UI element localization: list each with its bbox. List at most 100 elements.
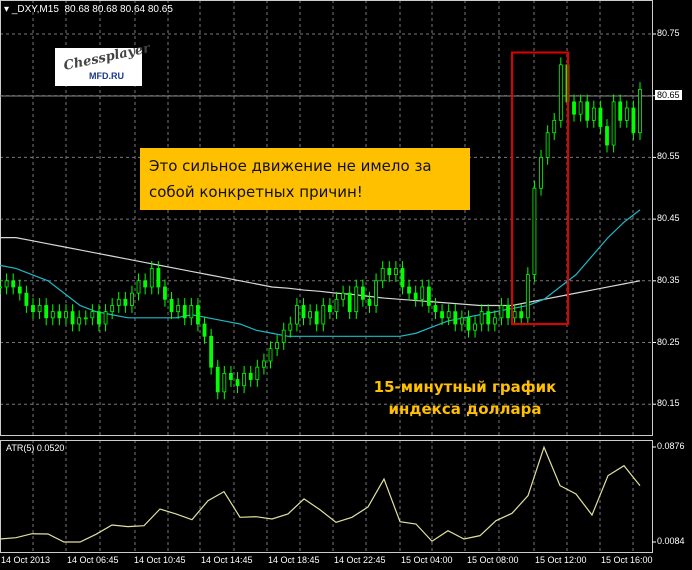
candle-body [380,268,385,282]
caption-line-2: индекса доллара [388,400,542,418]
atr-label: ATR(5) 0.0520 [6,443,65,453]
candle-body [473,323,477,331]
candle-body [545,132,550,158]
chart-caption: 15-минутный график индекса доллара [340,376,590,420]
logo-subtext: MFD.RU [89,71,124,81]
candle-body [479,311,484,325]
candle-body [433,305,438,313]
symbol-label: _DXY,M15 [11,4,59,15]
candle-body [0,286,2,289]
candle-body [116,298,121,306]
candle-body [572,101,576,115]
candle-body [136,280,141,294]
y-tick-label: 80.45 [657,213,680,224]
candle-body [552,119,557,134]
candle-body [196,305,200,325]
candle-body [453,311,458,325]
y-tick-label: 80.35 [657,274,680,285]
candle-body [235,379,240,387]
x-tick-label: 14 Oct 06:45 [67,555,119,565]
candle-body [539,156,543,189]
candle-body [123,298,128,306]
candle-body [182,305,187,319]
candle-body [143,280,148,288]
candle-body [598,107,603,127]
x-tick-label: 14 Oct 18:45 [268,555,320,565]
atr-y-tick-label: 0.0084 [657,536,685,546]
candle-body [149,268,154,288]
candle-body [459,317,464,325]
candle-body [31,305,35,313]
candle-body [222,372,227,393]
candle-body [77,317,82,325]
candle-body [393,268,398,276]
x-tick-label: 14 Oct 10:45 [134,555,186,565]
candle-body [486,311,491,325]
candle-body [367,298,372,306]
candle-body [215,366,220,393]
candle-body [413,292,418,300]
candle-body [512,311,517,319]
candle-body [130,292,134,306]
candle-body [334,298,339,313]
ma-slow-line [0,237,641,307]
candle-body [110,305,115,313]
candle-body [558,64,563,121]
y-tick-label: 80.55 [657,151,680,162]
candle-body [611,101,616,146]
x-tick-label: 15 Oct 12:00 [535,555,587,565]
x-tick-label: 14 Oct 2013 [1,555,51,565]
candle-body [24,292,29,306]
candle-body [176,305,181,313]
candle-body [103,311,108,325]
y-tick-label: 80.15 [657,398,680,409]
candle-body [57,311,62,319]
candle-body [532,187,537,276]
x-tick-label: 15 Oct 08:00 [467,555,519,565]
candle-body [242,372,247,387]
candle-body [638,89,642,134]
candle-body [354,286,359,313]
candle-body [229,372,233,380]
candle-body [466,317,471,331]
candle-body [347,292,352,313]
candle-body [295,305,299,325]
candle-body [446,311,451,319]
candle-body [321,305,326,325]
candle-body [83,317,88,320]
candle-body [407,286,411,294]
candle-body [327,305,332,313]
candle-body [585,101,590,121]
x-tick-label: 15 Oct 16:00 [601,555,653,565]
candle-body [341,292,345,300]
x-tick-label: 14 Oct 14:45 [201,555,253,565]
quote-values: 80.68 80.68 80.64 80.65 [64,4,173,15]
candle-body [387,268,392,276]
chart-header: ▾ _DXY,M15 80.68 80.68 80.64 80.65 [4,4,173,15]
y-tick-label: 80.25 [657,336,680,347]
candle-body [163,286,167,300]
candle-body [17,286,22,294]
caption-line-1: 15-минутный график [373,378,557,396]
candle-body [156,268,161,288]
candle-body [301,305,306,319]
candle-body [288,323,293,331]
candle-body [605,126,609,146]
highlight-box [511,51,569,325]
candle-body [44,305,49,319]
candle-body [268,348,273,362]
candle-body [525,274,530,319]
candle-body [499,305,504,319]
atr-panel-border [0,440,653,553]
ma-fast-line [0,209,641,337]
x-tick-label: 15 Oct 04:00 [401,555,453,565]
candle-body [400,268,405,288]
candle-body [248,372,253,380]
candle-body [97,311,101,325]
candle-body [314,311,319,325]
logo: Chessplayer MFD.RU [55,41,151,86]
candle-body [90,311,95,319]
candle-body [618,101,623,121]
candle-body [492,317,497,325]
candle-body [578,101,583,115]
